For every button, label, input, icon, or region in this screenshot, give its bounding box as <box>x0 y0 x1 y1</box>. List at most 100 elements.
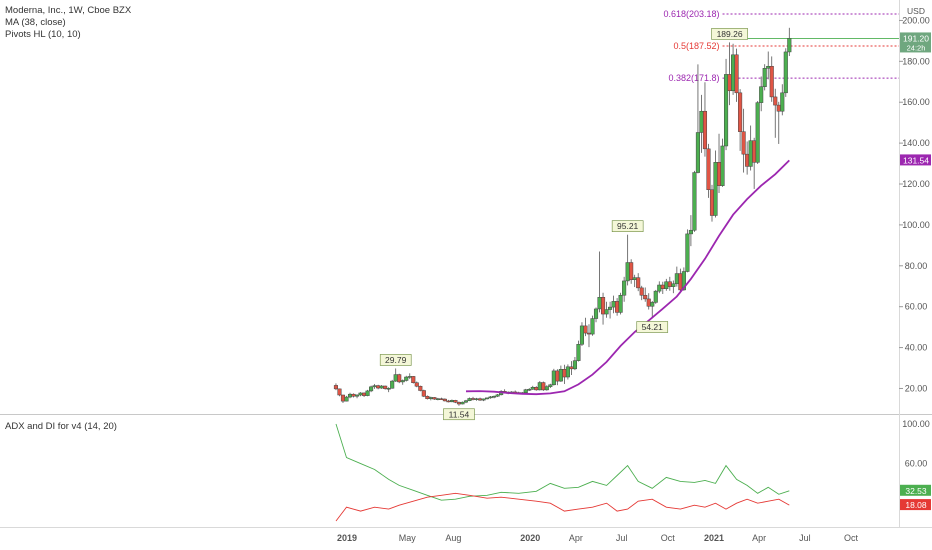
candle-body <box>400 380 405 383</box>
candle-body <box>671 283 676 287</box>
candle-body <box>365 390 370 396</box>
candle-body <box>695 132 700 173</box>
candle-body <box>692 172 697 231</box>
y-tick-label: 200.00 <box>902 15 930 25</box>
x-tick-label: Apr <box>752 533 766 543</box>
price-axis-label-box <box>900 154 931 166</box>
candle-body <box>485 397 490 400</box>
candle-body <box>731 54 736 92</box>
y-tick-label: 140.00 <box>902 138 930 148</box>
candle-body <box>713 162 718 216</box>
adx-price-label: 32.53 <box>905 486 927 496</box>
y-tick-label: 180.00 <box>902 56 930 66</box>
candle-body <box>467 398 472 401</box>
candle-body <box>432 397 437 400</box>
price-axis-label-box <box>900 32 931 53</box>
candle-body <box>555 370 560 382</box>
candle-body <box>488 396 493 399</box>
candle-body <box>376 385 381 389</box>
candle-body <box>755 102 760 163</box>
candle-body <box>699 110 704 133</box>
x-tick-label: Oct <box>844 533 859 543</box>
candle-body <box>657 284 662 292</box>
candle-body <box>397 374 402 383</box>
candle-body <box>579 325 585 345</box>
candle-body <box>541 382 546 391</box>
candle-body <box>688 229 693 235</box>
candle-body <box>460 401 465 405</box>
candle-body <box>752 140 757 163</box>
candle-body <box>372 385 377 388</box>
candle-body <box>439 398 444 400</box>
candle-body <box>702 110 708 150</box>
candle-body <box>727 74 732 92</box>
candle-body <box>344 396 349 402</box>
candle-body <box>664 281 669 289</box>
pivot-label-box <box>611 220 644 232</box>
candle-body <box>615 301 620 313</box>
candle-body <box>534 386 539 391</box>
adx-price-label-box <box>900 499 931 511</box>
candle-body <box>495 394 500 397</box>
y-tick-label: 100.00 <box>902 220 930 230</box>
candle-body <box>773 96 778 106</box>
candle-body <box>597 297 602 310</box>
candle-body <box>780 92 785 112</box>
y-tick-label: 120.00 <box>902 179 930 189</box>
candle-body <box>678 273 683 291</box>
pivot-label: 189.26 <box>717 29 743 39</box>
x-tick-label: 2019 <box>337 533 357 543</box>
candle-body <box>470 398 476 400</box>
candle-body <box>390 380 395 389</box>
fib-level-label: 0.382(171.8) <box>668 73 719 83</box>
ma-line <box>465 159 790 396</box>
candle-body <box>379 385 384 389</box>
pivot-label: 11.54 <box>449 409 470 419</box>
candle-body <box>650 302 655 307</box>
candle-body <box>530 386 535 390</box>
y-tick-label: 40.00 <box>905 343 928 353</box>
candle-body <box>354 394 360 397</box>
candle-body <box>600 297 606 315</box>
candle-body <box>685 233 690 272</box>
candle-body <box>720 145 725 186</box>
price-axis-label: 191.20 <box>903 33 929 43</box>
candle-body <box>337 388 342 396</box>
x-tick-label: 2020 <box>520 533 540 543</box>
candle-body <box>358 392 363 396</box>
candle-body <box>386 388 391 390</box>
candle-body <box>527 389 532 391</box>
pivot-label-box <box>636 321 669 333</box>
candle-body <box>453 400 458 403</box>
candle-body <box>787 38 792 53</box>
y-tick-label: 60.00 <box>905 302 928 312</box>
currency-label: USD <box>907 6 925 16</box>
pivot-label-box <box>443 408 475 421</box>
candle-body <box>643 294 648 300</box>
x-tick-label: Jul <box>799 533 811 543</box>
candle-body <box>716 162 722 186</box>
candle-body <box>769 65 774 98</box>
candle-body <box>583 325 588 334</box>
candle-body <box>404 376 409 381</box>
candle-body <box>347 393 353 398</box>
candle-body <box>477 398 483 401</box>
candle-body <box>745 153 750 167</box>
candle-body <box>340 394 346 402</box>
adx-series-line <box>335 423 790 501</box>
candle-body <box>481 398 486 401</box>
candle-body <box>618 294 623 313</box>
candle-body <box>762 68 767 87</box>
x-tick-label: Aug <box>445 533 461 543</box>
candle-body <box>632 277 637 280</box>
candle-body <box>407 376 412 378</box>
x-tick-label: 2021 <box>704 533 724 543</box>
candle-body <box>523 389 528 394</box>
candle-body <box>421 390 426 397</box>
main-legend: Moderna, Inc., 1W, Cboe BZX MA (38, clos… <box>5 5 131 41</box>
candle-body <box>411 376 416 383</box>
adx-series-line <box>335 492 790 522</box>
candle-body <box>593 308 599 319</box>
candle-body <box>572 360 577 370</box>
candle-body <box>548 384 553 387</box>
